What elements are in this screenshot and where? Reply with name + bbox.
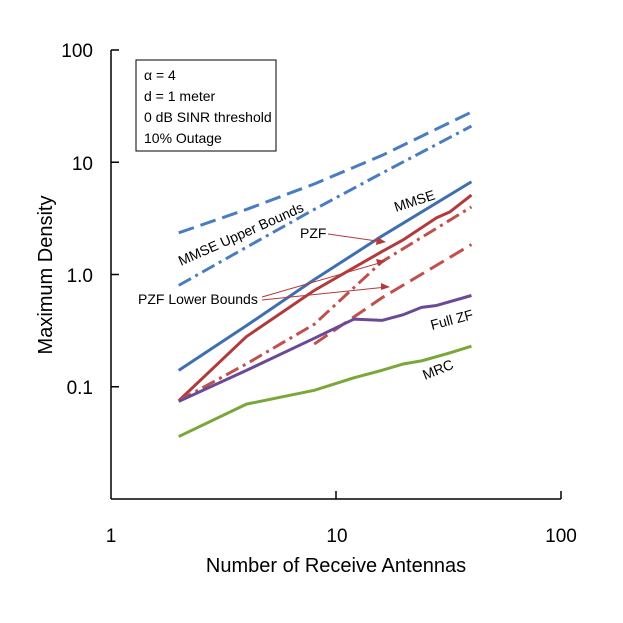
info-box-line-3: 0 dB SINR threshold [144,109,272,125]
annotation-full-zf: Full ZF [429,306,475,333]
series-line-mmse-upper-bounds-2 [177,124,473,287]
pzf-lower-arrowhead-2 [381,283,390,290]
tick-marks [111,49,562,499]
info-box-line-4: 10% Outage [144,130,222,146]
series-line-mrc-7 [178,344,472,438]
info-box: α = 4 d = 1 meter 0 dB SINR threshold 10… [135,59,277,152]
pzf-lower-arrowhead-1 [376,259,386,266]
series-line-full-zf-6 [178,294,472,403]
y-tick-label-1: 1.0 [67,266,93,287]
series-line-mmse-0 [177,180,473,372]
x-axis-title: Number of Receive Antennas [206,555,466,577]
y-tick-label-100: 100 [61,41,93,62]
annotation-mmse: MMSE [392,187,437,215]
pzf-lower-arrow-1-line [261,261,384,298]
x-tick-label-10: 10 [326,526,347,547]
y-axis-title: Maximum Density [35,196,57,355]
series-layer [177,110,473,438]
series-line-pzf-3 [177,193,473,402]
pzf-lower-arrow-2-line [261,286,388,301]
pzf-arrowhead [376,237,386,245]
annotation-arrows [261,233,390,301]
info-box-line-2: d = 1 meter [144,88,216,104]
x-tick-label-100: 100 [545,526,577,547]
series-line-pzf-lower-bounds-4 [178,205,473,403]
y-tick-label-0p1: 0.1 [67,378,93,399]
series-line-mmse-upper-bounds-1 [178,110,473,235]
axes [110,49,562,500]
y-tick-label-10: 10 [72,154,93,175]
pzf-arrow-line [327,233,385,243]
annotation-pzf: PZF [300,225,326,241]
annotation-pzf-lower-bounds: PZF Lower Bounds [138,291,258,307]
x-tick-label-1: 1 [106,526,117,547]
info-box-line-1: α = 4 [144,67,176,83]
annotation-mmse-upper-bounds: MMSE Upper Bounds [176,199,306,269]
info-box-frame [135,59,277,152]
series-line-pzf-lower-bounds-5 [313,243,473,346]
